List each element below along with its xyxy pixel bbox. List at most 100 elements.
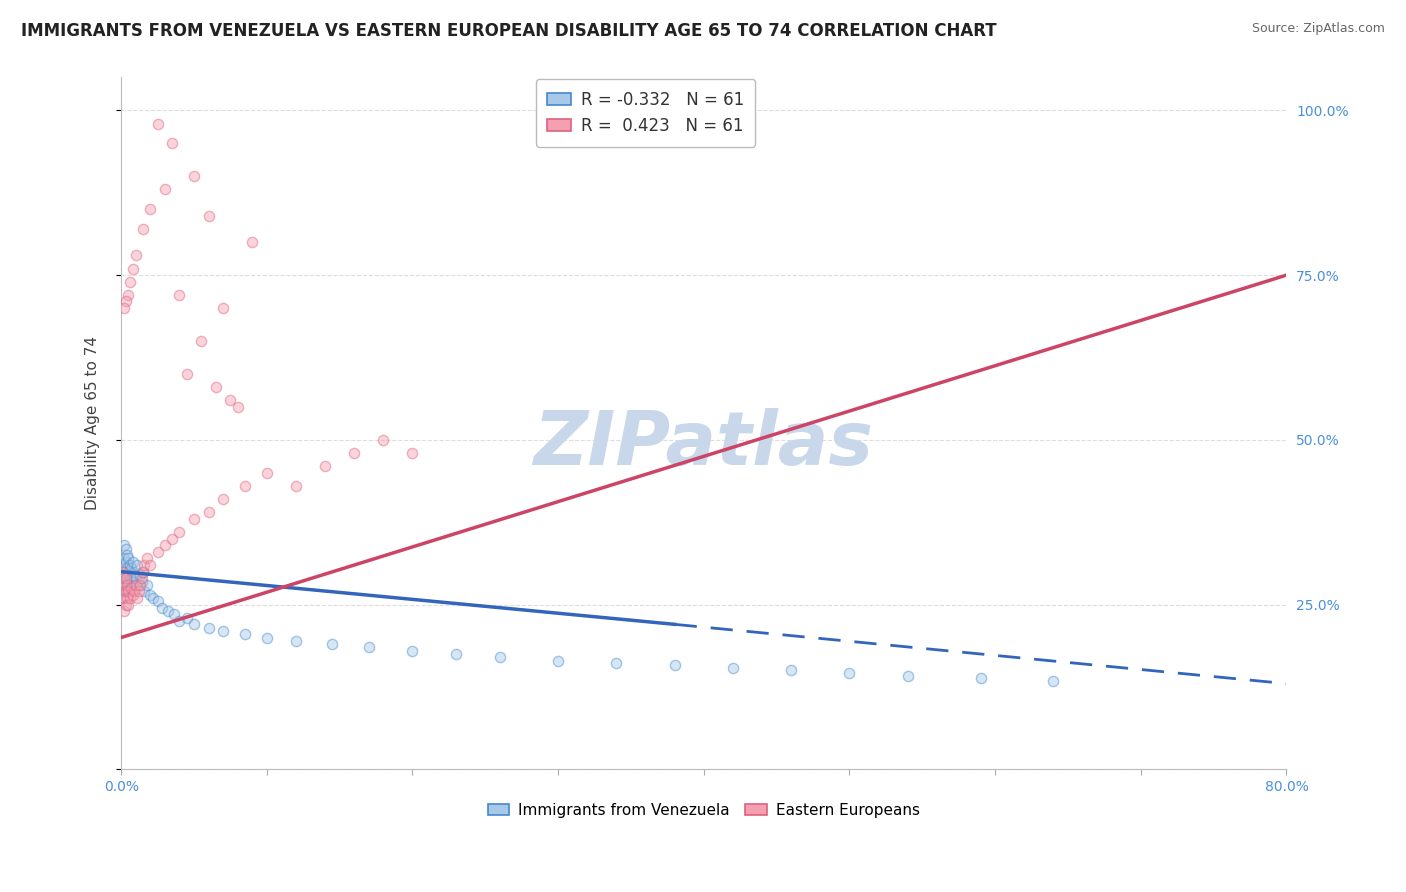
Point (183, 617, 205, 632)
Text: Source: ZipAtlas.com: Source: ZipAtlas.com (1251, 22, 1385, 36)
Point (233, 479, 256, 493)
Point (112, 571, 135, 585)
Point (373, 433, 395, 447)
Point (120, 581, 142, 595)
Point (111, 591, 134, 605)
Point (128, 584, 150, 599)
Point (125, 248, 148, 262)
Point (139, 588, 162, 602)
Point (132, 222, 155, 236)
Point (183, 169, 205, 184)
Point (780, 664, 803, 678)
Point (226, 400, 249, 414)
Point (118, 591, 141, 605)
Y-axis label: Disability Age 65 to 74: Disability Age 65 to 74 (86, 336, 100, 510)
Point (314, 459, 336, 474)
Point (122, 584, 145, 599)
Point (139, 202, 162, 217)
Point (117, 584, 139, 599)
Point (146, 545, 169, 559)
Point (111, 558, 134, 572)
Point (153, 182, 176, 196)
Point (838, 666, 860, 681)
Point (444, 647, 467, 661)
Point (183, 512, 205, 526)
Point (117, 598, 139, 612)
Point (112, 584, 135, 599)
Point (122, 565, 145, 579)
Point (142, 591, 165, 605)
Point (169, 288, 191, 302)
Point (240, 235, 263, 249)
Point (115, 574, 138, 589)
Point (112, 565, 135, 579)
Point (605, 656, 627, 670)
Point (1042, 673, 1064, 688)
Point (112, 604, 135, 618)
Legend: Immigrants from Venezuela, Eastern Europeans: Immigrants from Venezuela, Eastern Europ… (482, 797, 927, 824)
Point (150, 600, 173, 615)
Point (114, 598, 136, 612)
Point (117, 581, 139, 595)
Point (117, 288, 139, 302)
Point (114, 555, 136, 569)
Point (146, 594, 169, 608)
Point (115, 578, 138, 592)
Point (115, 548, 138, 562)
Point (284, 479, 307, 493)
Point (127, 558, 149, 572)
Point (284, 633, 307, 648)
Point (162, 607, 184, 622)
Point (204, 380, 226, 394)
Point (131, 571, 153, 585)
Point (197, 621, 219, 635)
Point (969, 672, 991, 686)
Point (136, 578, 159, 592)
Point (321, 637, 343, 651)
Point (114, 568, 136, 582)
Point (120, 561, 142, 575)
Point (212, 624, 235, 638)
Point (897, 669, 920, 683)
Point (176, 367, 198, 381)
Point (132, 565, 155, 579)
Point (115, 591, 138, 605)
Point (664, 658, 686, 673)
Point (114, 584, 136, 599)
Point (139, 558, 162, 572)
Point (114, 294, 136, 309)
Point (129, 568, 152, 582)
Point (114, 571, 136, 585)
Point (256, 466, 278, 480)
Point (118, 558, 141, 572)
Point (125, 571, 148, 585)
Point (117, 565, 139, 579)
Point (121, 261, 143, 276)
Point (721, 661, 744, 675)
Point (176, 611, 198, 625)
Point (112, 301, 135, 315)
Point (134, 558, 156, 572)
Point (197, 505, 219, 519)
Point (131, 574, 153, 589)
Point (256, 631, 278, 645)
Point (112, 551, 135, 566)
Point (118, 571, 141, 585)
Point (212, 301, 235, 315)
Point (160, 532, 183, 546)
Point (111, 591, 134, 605)
Point (111, 571, 134, 585)
Point (169, 525, 191, 540)
Point (401, 446, 423, 460)
Point (153, 538, 176, 552)
Point (160, 136, 183, 151)
Point (129, 578, 152, 592)
Text: IMMIGRANTS FROM VENEZUELA VS EASTERN EUROPEAN DISABILITY AGE 65 TO 74 CORRELATIO: IMMIGRANTS FROM VENEZUELA VS EASTERN EUR… (21, 22, 997, 40)
Point (120, 574, 142, 589)
Point (169, 614, 191, 628)
Point (112, 538, 135, 552)
Point (357, 640, 380, 655)
Point (401, 643, 423, 657)
Point (121, 555, 143, 569)
Point (134, 584, 156, 599)
